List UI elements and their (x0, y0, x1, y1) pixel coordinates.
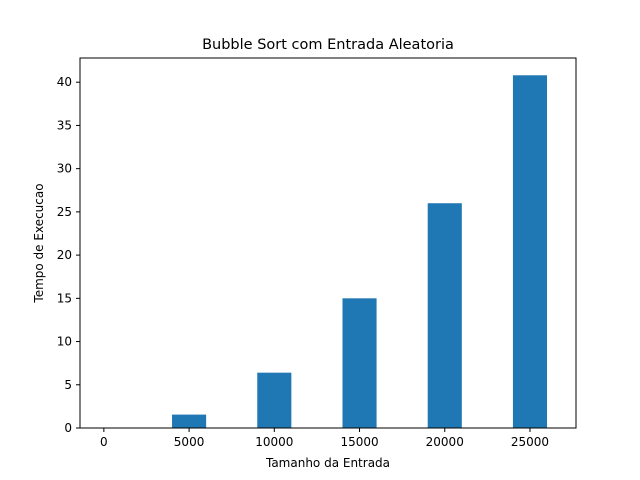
y-tick-label: 0 (64, 421, 72, 435)
y-axis-title: Tempo de Execucao (32, 183, 46, 303)
y-tick-label: 20 (57, 248, 72, 262)
x-tick-label: 0 (100, 435, 108, 449)
x-tick-label: 20000 (426, 435, 464, 449)
x-tick-label: 25000 (511, 435, 549, 449)
chart-title: Bubble Sort com Entrada Aleatoria (202, 37, 454, 53)
y-axis-ticks: 0 5 10 15 20 25 30 35 40 (57, 75, 80, 435)
bar-5000 (172, 414, 207, 428)
y-tick-label: 35 (57, 118, 72, 132)
y-tick-label: 40 (57, 75, 72, 89)
y-tick-label: 30 (57, 162, 72, 176)
bar-15000 (342, 298, 377, 428)
bar-10000 (257, 372, 292, 428)
bars-group (172, 75, 548, 428)
x-tick-label: 15000 (340, 435, 378, 449)
x-tick-label: 5000 (174, 435, 205, 449)
x-axis-title: Tamanho da Entrada (265, 456, 390, 470)
bar-20000 (427, 203, 462, 428)
x-axis-ticks: 0 5000 10000 15000 20000 25000 (100, 428, 549, 449)
y-tick-label: 15 (57, 291, 72, 305)
plot-frame (79, 57, 577, 429)
y-tick-label: 25 (57, 205, 72, 219)
y-tick-label: 10 (57, 335, 72, 349)
x-tick-label: 10000 (255, 435, 293, 449)
bar-25000 (512, 75, 548, 428)
y-tick-label: 5 (64, 378, 72, 392)
